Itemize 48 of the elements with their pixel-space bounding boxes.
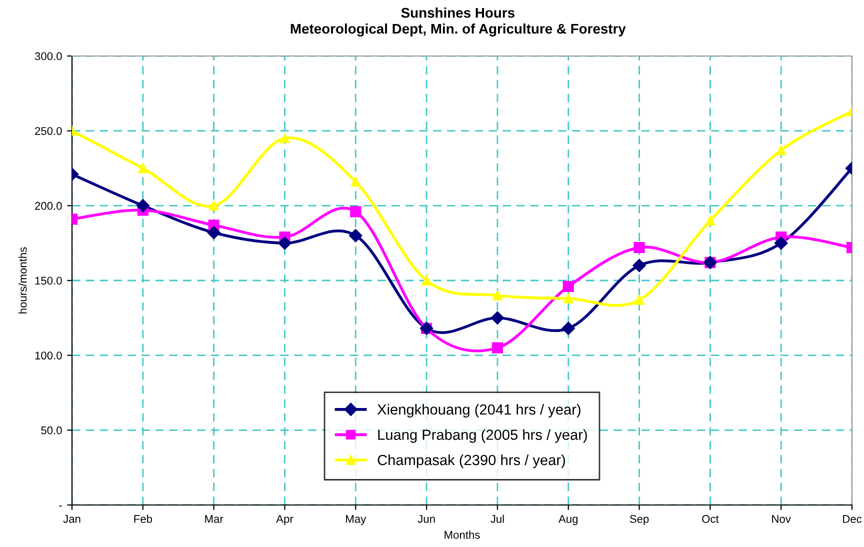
y-tick-label: 250.0 — [35, 127, 62, 135]
point — [774, 236, 788, 250]
point — [634, 242, 645, 254]
y-tick-label: 150.0 — [35, 276, 62, 285]
legend-label: Xiengkhouang (2041 hrs / year) — [377, 404, 580, 418]
x-tick-label: May — [346, 515, 366, 526]
point — [492, 290, 502, 300]
point — [705, 216, 716, 226]
x-tick-label: Jan — [63, 515, 80, 523]
point — [490, 311, 504, 325]
legend-label: Champasak (2390 hrs / year) — [378, 454, 565, 468]
point — [207, 226, 220, 240]
y-tick-label: 100.0 — [35, 352, 62, 360]
x-tick-label: Aug — [558, 515, 578, 526]
x-tick-label: Dec — [843, 515, 862, 523]
point — [632, 258, 646, 272]
x-tick-label: Oct — [702, 515, 719, 523]
x-tick-label: Jul — [490, 514, 504, 523]
point — [492, 342, 504, 354]
point — [422, 276, 432, 286]
point — [349, 229, 362, 242]
y-tick-label: 200.0 — [35, 202, 62, 210]
point — [562, 322, 575, 335]
x-tick-label: Sep — [630, 515, 649, 526]
point — [136, 199, 150, 212]
point — [776, 145, 786, 156]
x-tick-label: Jun — [418, 515, 435, 523]
y-tick-label: - — [59, 506, 62, 507]
point — [350, 176, 360, 187]
point — [278, 236, 292, 250]
y-tick-label: 50.0 — [41, 426, 62, 434]
legend-label: Luang Prabang (2005 hrs / year) — [378, 429, 587, 443]
point — [634, 295, 644, 305]
point — [350, 206, 362, 218]
y-axis-title: hours/months — [18, 247, 27, 314]
point — [280, 133, 290, 144]
x-tick-label: Nov — [772, 515, 791, 523]
x-tick-label: Feb — [134, 514, 152, 523]
point — [562, 280, 574, 292]
point — [138, 163, 148, 174]
x-tick-label: Apr — [276, 515, 294, 526]
x-axis-title: Months — [444, 530, 480, 539]
chart-title: Sunshines Hours — [401, 8, 514, 18]
point — [208, 200, 219, 211]
y-tick-label: 300.0 — [34, 52, 62, 60]
chart-subtitle: Meteorological Dept, Min. of Agriculture & Forestry — [290, 23, 626, 37]
x-tick-label: Mar — [205, 515, 224, 523]
point — [564, 294, 574, 304]
